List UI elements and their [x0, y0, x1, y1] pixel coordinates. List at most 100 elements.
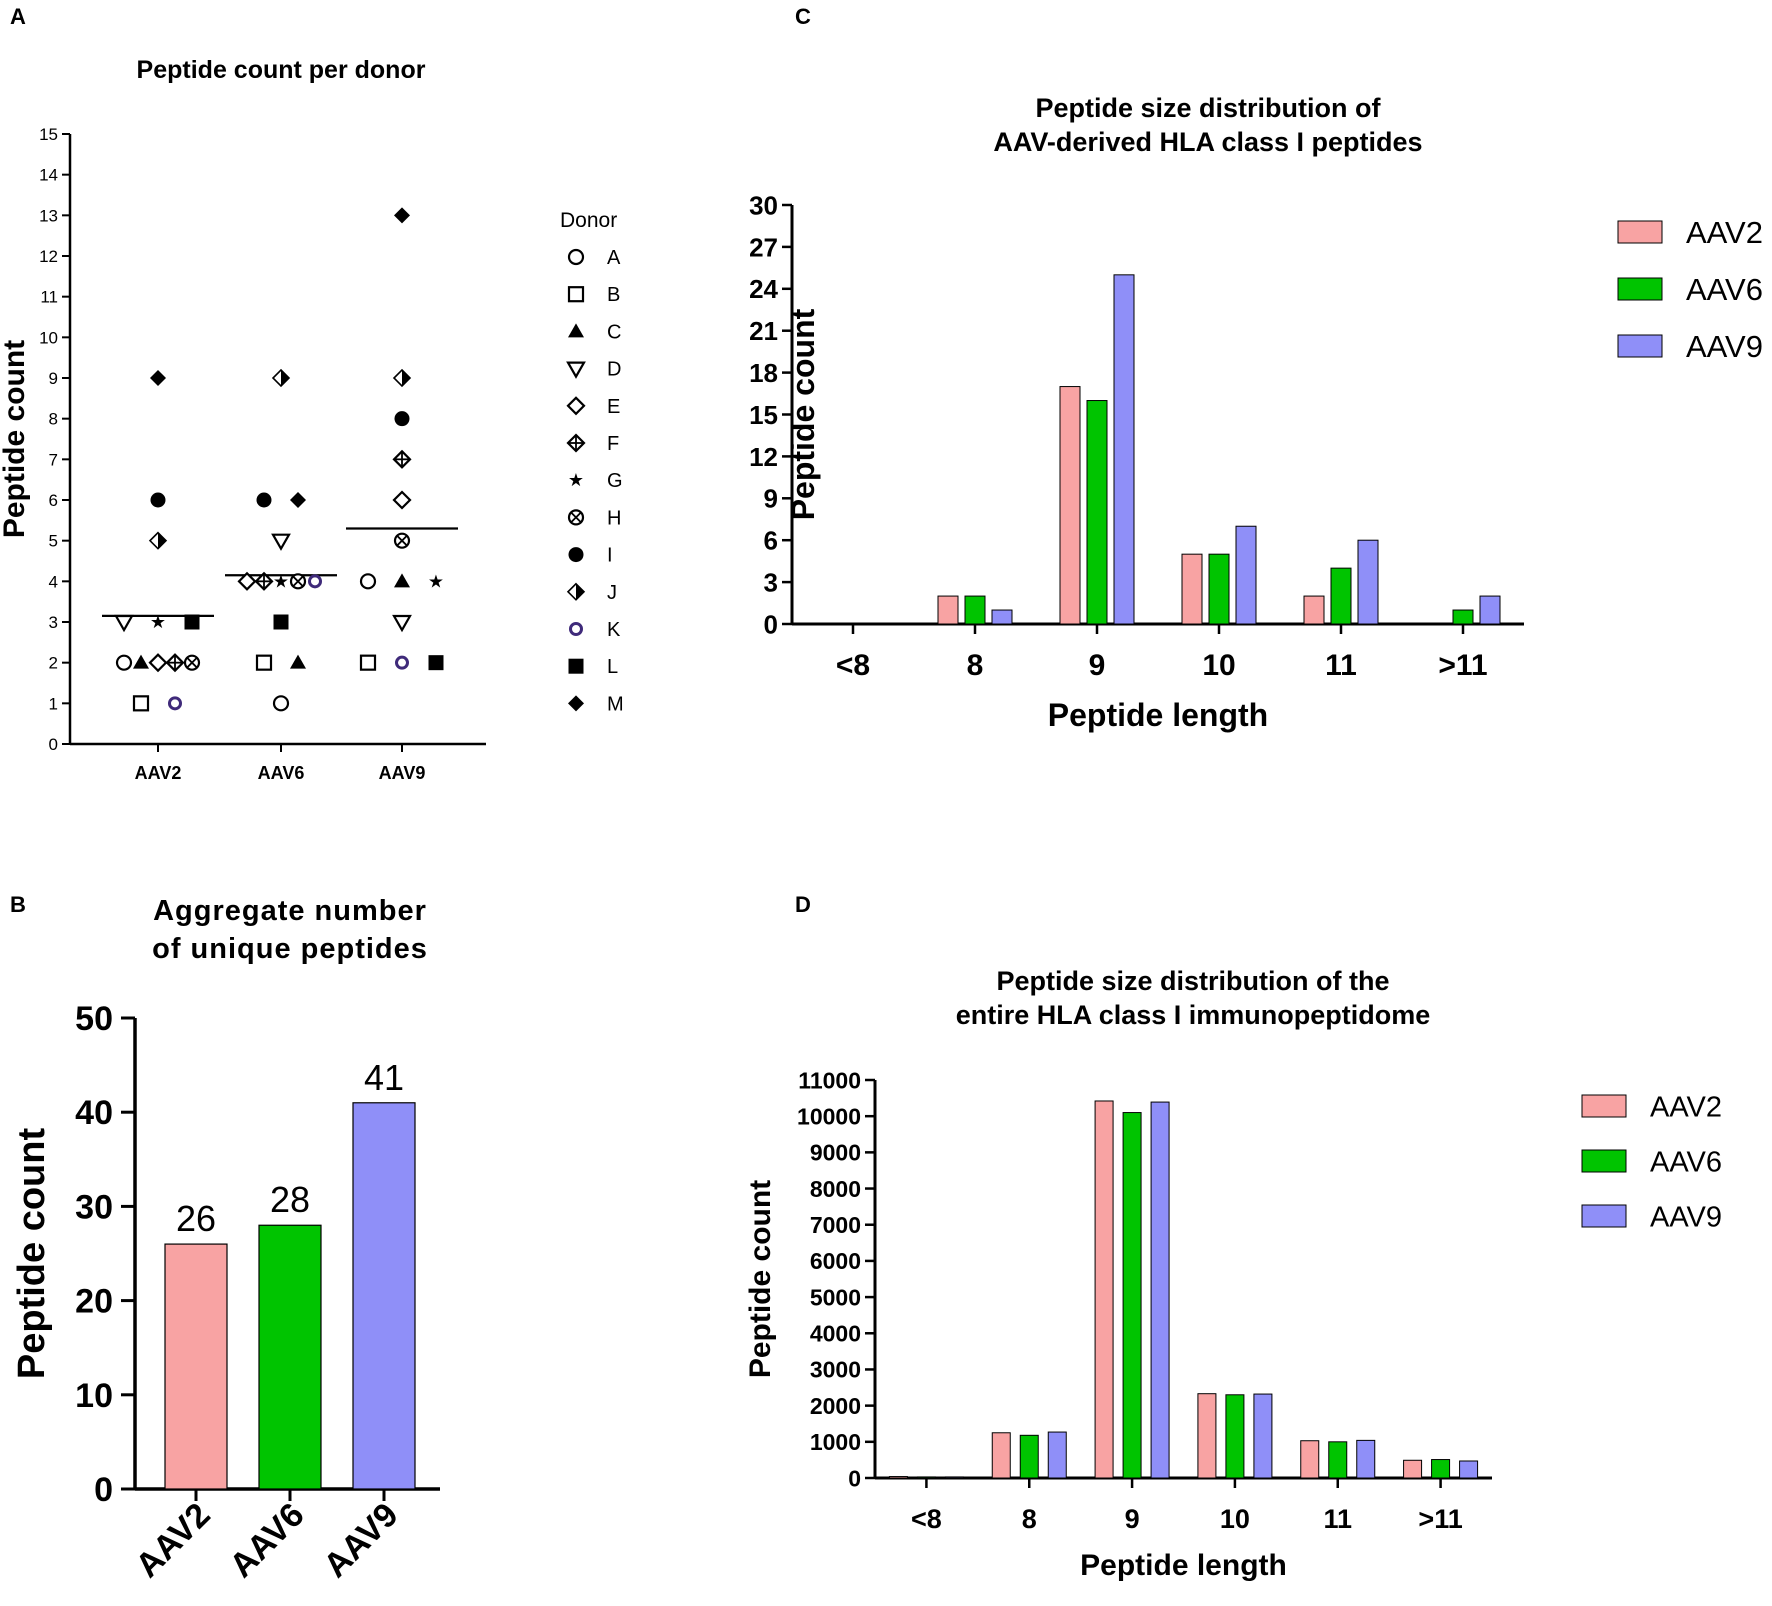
chart-d-y-tick-label: 6000 — [810, 1248, 861, 1274]
chart-c-y-tick-label: 24 — [749, 274, 778, 304]
chart-d-legend-label: AAV9 — [1650, 1201, 1722, 1233]
chart-a-legend-marker — [566, 582, 586, 601]
chart-c-title: AAV-derived HLA class I peptides — [993, 127, 1422, 157]
chart-c-legend-swatch — [1617, 220, 1663, 244]
chart-c-bar — [1235, 525, 1257, 625]
chart-a-point: ★ — [150, 612, 166, 632]
chart-a-legend-marker — [568, 695, 584, 712]
chart-a-y-tick-label: 13 — [39, 206, 58, 225]
chart-b-y-label: Peptide count — [11, 1128, 53, 1380]
chart-d-bar — [991, 1432, 1011, 1479]
chart-a-point — [308, 574, 322, 589]
chart-a-point — [392, 490, 412, 510]
chart-a-point — [150, 492, 166, 508]
chart-d-bar — [1047, 1431, 1067, 1479]
chart-a-legend-marker — [566, 396, 586, 416]
chart-d-bar — [1328, 1441, 1348, 1479]
chart-a-point — [133, 654, 149, 669]
chart-a-legend-marker — [568, 658, 584, 674]
chart-c-y-label: Peptide count — [785, 308, 821, 520]
chart-a-point — [183, 654, 201, 671]
chart-a-legend-label: E — [607, 396, 620, 418]
svg-text:★: ★ — [273, 571, 289, 591]
chart-a-legend-marker — [568, 323, 584, 338]
chart-c-bar — [1452, 609, 1474, 625]
chart-c-y-tick-label: 21 — [749, 316, 778, 346]
chart-d-y-tick-label: 7000 — [810, 1212, 861, 1238]
chart-a-legend-title: Donor — [560, 209, 617, 232]
chart-a-point: ★ — [273, 571, 289, 591]
chart-d-bar — [1150, 1101, 1170, 1479]
chart-a-point — [184, 614, 200, 630]
chart-d-legend-label: AAV2 — [1650, 1091, 1722, 1123]
chart-a-y-tick-label: 9 — [49, 369, 58, 388]
chart-b-bar — [258, 1224, 322, 1490]
chart-d-y-tick-label: 1000 — [810, 1429, 861, 1455]
chart-b-y-tick-label: 50 — [75, 1000, 113, 1038]
chart-c-y-tick-label: 18 — [749, 358, 778, 388]
chart-a-legend-marker: ★ — [568, 470, 584, 490]
chart-d-bar — [1019, 1434, 1039, 1479]
chart-d-y-tick-label: 3000 — [810, 1357, 861, 1383]
chart-c-x-tick-label: <8 — [836, 649, 870, 682]
panel-label-a: A — [10, 4, 26, 29]
chart-d-bar — [888, 1476, 908, 1479]
chart-d-x-label: Peptide length — [1080, 1549, 1287, 1582]
chart-d-y-tick-label: 0 — [848, 1465, 861, 1491]
chart-a-x-tick-label: AAV9 — [379, 763, 426, 783]
chart-d-bar — [1300, 1440, 1320, 1479]
chart-a-point — [115, 654, 133, 671]
chart-d-legend-swatch — [1581, 1204, 1627, 1228]
chart-a-point — [272, 695, 290, 712]
chart-a-point — [392, 614, 412, 633]
chart-a-legend-label: H — [607, 507, 621, 529]
chart-d-y-tick-label: 9000 — [810, 1140, 861, 1166]
chart-d-bar — [1225, 1394, 1245, 1479]
chart-a-y-tick-label: 5 — [49, 532, 58, 551]
chart-c-x-tick-label: >11 — [1438, 649, 1487, 682]
chart-a-legend-label: G — [607, 470, 623, 492]
chart-c-legend-label: AAV9 — [1686, 329, 1763, 364]
chart-c-bar — [1208, 553, 1230, 625]
chart-c-y-tick-label: 6 — [764, 526, 778, 556]
chart-a-legend-marker — [567, 248, 585, 266]
chart-a-point — [273, 614, 289, 630]
chart-c-bar — [1303, 595, 1325, 625]
chart-d-bar — [1431, 1459, 1451, 1479]
chart-a-y-tick-label: 8 — [49, 410, 58, 429]
chart-c-y-tick-label: 12 — [749, 442, 778, 472]
chart-d-y-tick-label: 2000 — [810, 1393, 861, 1419]
chart-d-title: entire HLA class I immunopeptidome — [956, 1000, 1431, 1030]
svg-text:★: ★ — [150, 612, 166, 632]
chart-a-point — [394, 573, 410, 588]
chart-d-title: Peptide size distribution of the — [996, 966, 1389, 996]
chart-b-y-tick-label: 30 — [75, 1188, 113, 1226]
chart-a-point — [148, 653, 168, 673]
chart-d-x-tick-label: 10 — [1220, 1504, 1250, 1534]
chart-b-x-tick-label: AAV6 — [222, 1496, 311, 1585]
chart-a-point — [393, 532, 411, 549]
chart-b-y-tick-label: 40 — [75, 1094, 113, 1132]
chart-c-bar — [1086, 400, 1108, 625]
chart-a-point — [256, 492, 272, 508]
chart-a-y-tick-label: 10 — [39, 328, 58, 347]
chart-a-point — [392, 368, 412, 388]
chart-a-legend-marker — [567, 509, 585, 526]
chart-c-bar — [1113, 274, 1135, 625]
chart-c-bar — [964, 595, 986, 625]
chart-a-point — [148, 531, 168, 550]
chart-a-point — [168, 696, 182, 711]
panel-label-d: D — [795, 892, 811, 917]
chart-a-y-tick-label: 3 — [49, 613, 58, 632]
chart-a-legend-label: K — [607, 619, 621, 641]
chart-a-y-tick-label: 11 — [40, 288, 58, 307]
chart-a: Peptide count per donor01234567891011121… — [0, 56, 624, 783]
chart-c-y-tick-label: 27 — [749, 232, 778, 262]
chart-d-x-tick-label: >11 — [1418, 1504, 1462, 1534]
chart-c-x-tick-label: 11 — [1325, 649, 1357, 682]
chart-a-point — [255, 654, 273, 671]
chart-c-y-tick-label: 3 — [764, 567, 778, 597]
chart-d-legend-label: AAV6 — [1650, 1146, 1722, 1178]
chart-c-y-tick-label: 0 — [764, 609, 778, 639]
chart-a-y-tick-label: 0 — [49, 735, 58, 754]
